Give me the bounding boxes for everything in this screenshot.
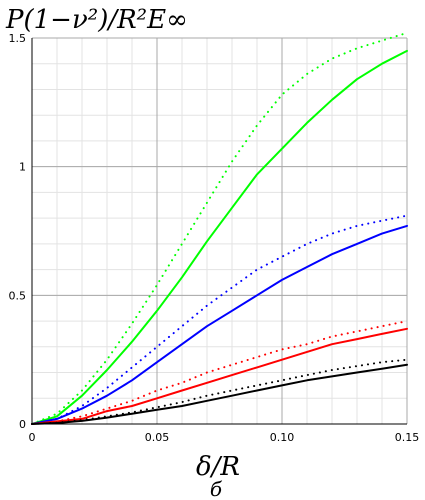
series-line-2-solid [31,49,408,425]
axes [31,38,407,425]
x-tick-label: 0.05 [145,431,170,444]
y-axis-label: P(1−ν²)/R²E∞ [5,5,188,35]
y-tick-label: 0.5 [9,289,27,302]
series-line-8-solid [31,363,408,425]
series-line-7-dotted [31,358,408,425]
x-tick-label: 0 [29,431,36,444]
y-tick-label: 0 [19,418,26,431]
y-tick-label: 1 [19,161,26,174]
figure-caption: б [210,477,223,500]
series-line-4-solid [31,224,408,425]
series-line-6-solid [31,327,408,425]
grid [32,37,408,424]
x-tick-label: 0.15 [395,431,420,444]
series-line-1-dotted [31,31,408,425]
tick-labels: 0 0.05 0.10 0.15 0 0.5 1 1.5 [9,32,420,444]
series-group [31,31,408,425]
x-tick-label: 0.10 [270,431,295,444]
y-tick-label: 1.5 [9,32,27,45]
y-axis-label-text: P(1−ν²)/R²E∞ [5,5,188,35]
x-axis-label: δ/R [196,452,240,482]
series-line-3-dotted [31,214,408,425]
